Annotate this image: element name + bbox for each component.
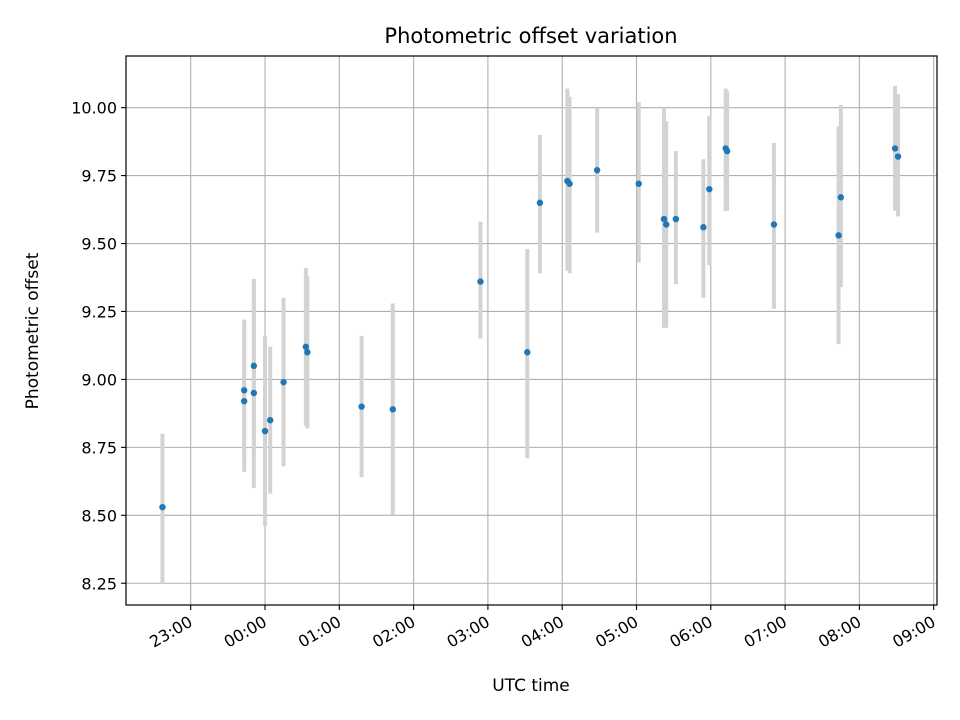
data-point <box>477 278 484 285</box>
x-tick-label: 02:00 <box>369 612 418 652</box>
data-point <box>302 343 310 351</box>
y-tick-label: 9.25 <box>81 302 117 321</box>
data-point <box>894 153 902 160</box>
data-point <box>240 387 248 394</box>
errorbars <box>160 85 901 584</box>
data-point <box>536 199 544 206</box>
data-point <box>770 221 778 228</box>
x-tick-label: 00:00 <box>221 612 270 652</box>
data-point <box>250 389 258 397</box>
x-tick-label: 23:00 <box>146 612 195 652</box>
y-tick-label: 9.00 <box>81 370 117 389</box>
data-point <box>389 406 396 413</box>
data-point <box>660 215 668 223</box>
data-point <box>835 232 842 239</box>
x-axis-label: UTC time <box>492 676 570 696</box>
data-point <box>159 503 166 511</box>
x-tick-label: 07:00 <box>741 612 790 652</box>
data-point <box>280 378 287 386</box>
chart-title: Photometric offset variation <box>384 24 677 48</box>
data-point <box>240 397 248 405</box>
x-tick-label: 03:00 <box>443 612 492 652</box>
data-point <box>635 180 642 187</box>
x-tick-label: 04:00 <box>518 612 567 652</box>
y-tick-label: 8.25 <box>81 574 117 593</box>
y-tick-label: 8.75 <box>81 438 117 457</box>
plot-area-frame <box>125 55 938 606</box>
x-tick-label: 01:00 <box>295 612 344 652</box>
data-point <box>891 145 899 152</box>
data-point <box>250 362 258 370</box>
data-point <box>672 215 680 223</box>
y-tick-label: 10.00 <box>71 99 117 118</box>
x-axis: 23:00 00:00 01:00 02:00 03:00 04:00 05:00 06:00… <box>146 605 939 652</box>
x-tick-label: 09:00 <box>889 612 938 652</box>
y-tick-label: 8.50 <box>81 506 117 525</box>
data-point <box>723 147 731 155</box>
data-point <box>706 185 713 193</box>
data-point <box>267 416 274 424</box>
data-points <box>159 145 902 511</box>
data-point <box>358 403 365 410</box>
data-point <box>663 221 670 228</box>
data-point <box>837 194 845 201</box>
data-point <box>304 349 311 356</box>
data-point <box>700 224 707 231</box>
y-axis: 8.25 8.50 8.75 9.00 9.25 9.50 9.75 10.00 <box>71 99 126 593</box>
y-tick-label: 9.50 <box>81 235 117 254</box>
data-point <box>593 166 601 174</box>
x-tick-label: 08:00 <box>815 612 864 652</box>
grid <box>126 56 937 605</box>
x-tick-label: 06:00 <box>666 612 715 652</box>
data-point <box>566 180 573 187</box>
data-point <box>261 427 269 435</box>
x-tick-label: 05:00 <box>592 612 641 652</box>
y-tick-label: 9.75 <box>81 167 117 186</box>
y-axis-label: Photometric offset <box>23 252 43 409</box>
data-point <box>524 349 531 356</box>
